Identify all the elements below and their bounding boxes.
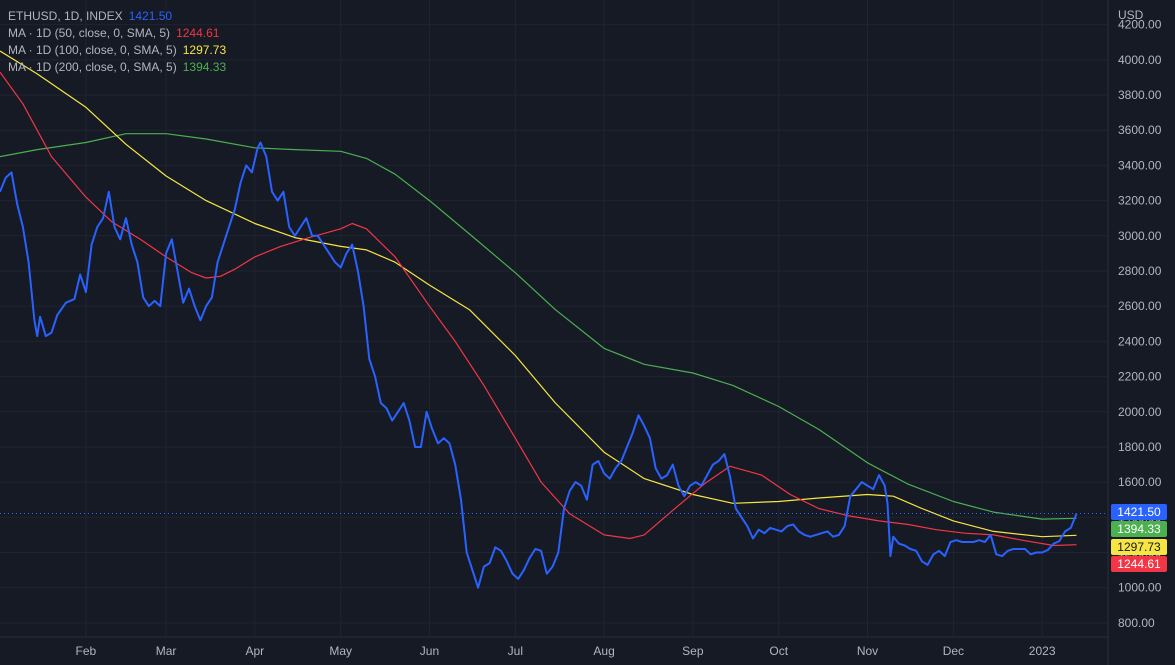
- price-tag-ma200: 1394.33: [1111, 521, 1167, 537]
- x-tick-label: Dec: [943, 644, 964, 658]
- y-tick-label: 800.00: [1118, 616, 1155, 630]
- legend-ma50-value: 1244.61: [176, 26, 220, 40]
- y-tick-label: 1000.00: [1118, 581, 1162, 595]
- legend-ma200[interactable]: MA · 1D (200, close, 0, SMA, 5) 1394.33: [8, 59, 226, 76]
- x-tick-label: Jul: [508, 644, 523, 658]
- legend-main-label: ETHUSD, 1D, INDEX: [8, 9, 123, 23]
- x-axis: Feb Mar Apr May Jun Jul Aug Sep Oct Nov Dec 2023: [0, 636, 1108, 658]
- x-tick-label: Apr: [245, 644, 264, 658]
- y-tick-label: 4200.00: [1118, 18, 1162, 32]
- y-tick-label: 3600.00: [1118, 123, 1162, 137]
- price-tag-ma50: 1244.61: [1111, 556, 1167, 572]
- x-tick-label: Nov: [857, 644, 878, 658]
- legend-ma200-label: MA · 1D (200, close, 0, SMA, 5): [8, 60, 177, 74]
- legend-ma100-value: 1297.73: [182, 43, 227, 57]
- x-tick-label: May: [329, 644, 352, 658]
- x-tick-label: Aug: [593, 644, 614, 658]
- y-tick-label: 2000.00: [1118, 405, 1162, 419]
- y-tick-label: 1600.00: [1118, 475, 1162, 489]
- price-tag-ma100: 1297.73: [1111, 539, 1167, 555]
- y-tick-label: 3800.00: [1118, 88, 1162, 102]
- y-tick-label: 3000.00: [1118, 229, 1162, 243]
- x-tick-label: Mar: [156, 644, 177, 658]
- legend: ETHUSD, 1D, INDEX 1421.50 MA · 1D (50, cl…: [8, 8, 226, 76]
- legend-ma100-label: MA · 1D (100, close, 0, SMA, 5): [8, 43, 177, 57]
- legend-ma50-label: MA · 1D (50, close, 0, SMA, 5): [8, 26, 171, 40]
- legend-ma200-value: 1394.33: [182, 60, 227, 74]
- x-tick-label: Sep: [682, 644, 704, 658]
- x-tick-label: 2023: [1029, 644, 1056, 658]
- x-tick-label: Oct: [769, 644, 788, 658]
- y-tick-label: 2400.00: [1118, 334, 1162, 348]
- grid-lines: [0, 0, 1108, 637]
- y-tick-label: 3400.00: [1118, 158, 1162, 172]
- x-tick-label: Feb: [76, 644, 97, 658]
- legend-ma100[interactable]: MA · 1D (100, close, 0, SMA, 5) 1297.73: [8, 42, 226, 59]
- currency-label: USD: [1118, 8, 1144, 22]
- y-tick-label: 4000.00: [1118, 53, 1162, 67]
- legend-ma50[interactable]: MA · 1D (50, close, 0, SMA, 5) 1244.61: [8, 25, 226, 42]
- series-layer: [0, 50, 1078, 589]
- ma100-series-line: [0, 50, 1077, 538]
- y-tick-label: 2200.00: [1118, 370, 1162, 384]
- y-tick-label: 2600.00: [1118, 299, 1162, 313]
- y-tick-label: 3200.00: [1118, 194, 1162, 208]
- legend-main-value: 1421.50: [128, 9, 173, 23]
- y-tick-label: 1800.00: [1118, 440, 1162, 454]
- x-tick-label: Jun: [420, 644, 439, 658]
- ma200-series-line: [0, 133, 1077, 520]
- y-tick-label: 2800.00: [1118, 264, 1162, 278]
- legend-main[interactable]: ETHUSD, 1D, INDEX 1421.50: [8, 8, 226, 25]
- price-tag-ethusd: 1421.50: [1111, 504, 1167, 520]
- ma50-series-line: [0, 71, 1077, 547]
- price-series-line: [0, 141, 1078, 589]
